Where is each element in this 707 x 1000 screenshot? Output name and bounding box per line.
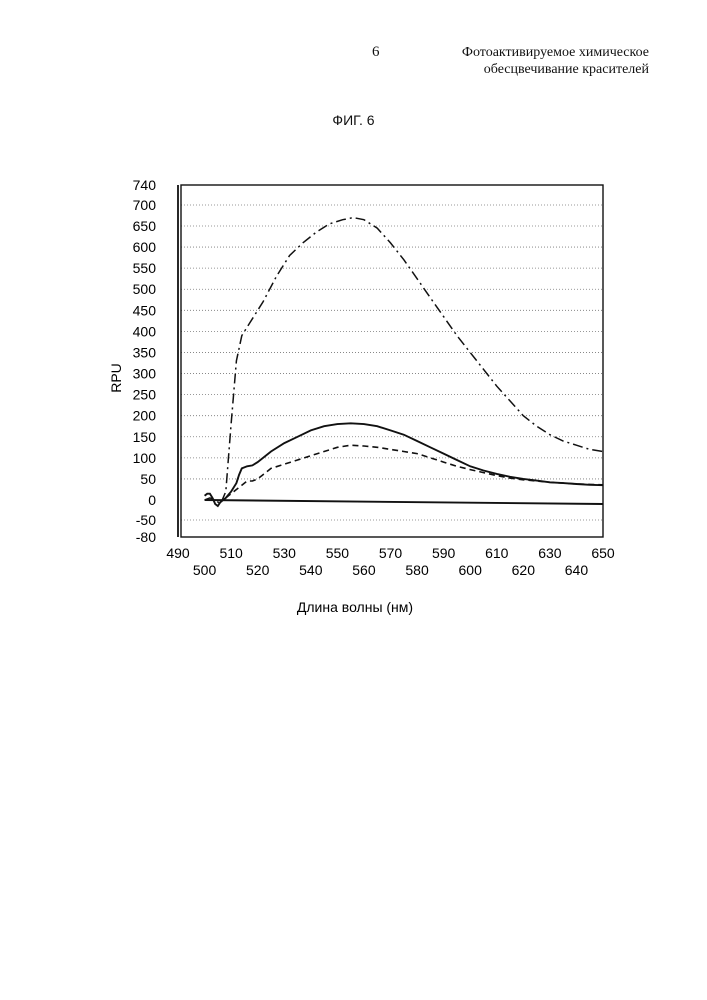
series-layer <box>205 218 603 506</box>
x-tick-label: 490 <box>166 545 190 561</box>
y-tick-label: 650 <box>133 218 157 234</box>
y-tick-label: 150 <box>133 429 157 445</box>
y-tick-label: 700 <box>133 197 157 213</box>
y-tick-label: 350 <box>133 344 157 360</box>
y-tick-label: 740 <box>133 177 157 193</box>
y-tick-label: 100 <box>133 450 157 466</box>
x-tick-label: 580 <box>405 562 429 578</box>
label-layer: 7407006506005505004504003503002502001501… <box>133 177 615 578</box>
y-tick-label: 450 <box>133 302 157 318</box>
y-tick-label: 550 <box>133 260 157 276</box>
x-tick-label: 640 <box>565 562 589 578</box>
series-line-3 <box>226 445 603 498</box>
y-axis-title: RPU <box>108 363 124 393</box>
x-tick-label: 500 <box>193 562 217 578</box>
y-tick-label: 50 <box>140 471 156 487</box>
grid-layer <box>181 205 603 520</box>
y-tick-label: 400 <box>133 323 157 339</box>
y-tick-label: -50 <box>136 512 156 528</box>
x-tick-label: 610 <box>485 545 509 561</box>
series-line-2 <box>205 423 603 506</box>
y-tick-label: 500 <box>133 281 157 297</box>
x-tick-label: 530 <box>273 545 297 561</box>
x-tick-label: 510 <box>219 545 243 561</box>
series-line-4 <box>205 500 603 504</box>
y-tick-label: -80 <box>136 529 156 545</box>
x-tick-label: 600 <box>459 562 483 578</box>
x-tick-label: 650 <box>591 545 615 561</box>
x-tick-label: 630 <box>538 545 562 561</box>
series-line-1 <box>205 218 603 504</box>
y-tick-label: 200 <box>133 408 157 424</box>
y-tick-label: 0 <box>148 492 156 508</box>
x-tick-label: 540 <box>299 562 323 578</box>
x-tick-label: 550 <box>326 545 350 561</box>
x-axis-title: Длина волны (нм) <box>297 599 413 615</box>
x-tick-label: 620 <box>512 562 536 578</box>
x-tick-label: 570 <box>379 545 403 561</box>
y-tick-label: 250 <box>133 387 157 403</box>
x-tick-label: 520 <box>246 562 270 578</box>
y-tick-label: 300 <box>133 366 157 382</box>
x-tick-label: 560 <box>352 562 376 578</box>
x-tick-label: 590 <box>432 545 456 561</box>
axis-layer <box>178 185 603 537</box>
y-tick-label: 600 <box>133 239 157 255</box>
